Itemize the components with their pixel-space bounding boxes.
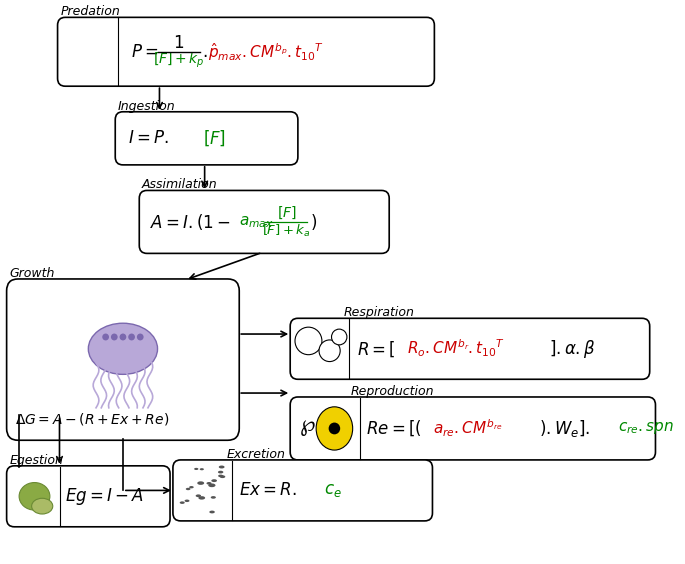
Text: $)$: $)$ [310, 212, 317, 232]
Ellipse shape [212, 479, 217, 482]
Circle shape [111, 333, 118, 341]
Ellipse shape [189, 486, 194, 488]
Text: $[F]+k_{a}$: $[F]+k_{a}$ [262, 223, 311, 239]
Text: Predation: Predation [60, 5, 120, 19]
Ellipse shape [179, 501, 185, 504]
Ellipse shape [186, 488, 190, 490]
Ellipse shape [32, 498, 53, 514]
Text: $P = $: $P = $ [131, 43, 158, 61]
Text: $a_{max}$: $a_{max}$ [239, 214, 274, 230]
Text: $A = I.(1-$: $A = I.(1-$ [150, 212, 230, 232]
Ellipse shape [211, 496, 216, 499]
Ellipse shape [316, 407, 353, 450]
Ellipse shape [206, 482, 212, 484]
Text: $\Delta G = A-(R+Ex+Re)$: $\Delta G = A-(R+Ex+Re)$ [15, 412, 169, 428]
FancyBboxPatch shape [115, 112, 298, 165]
Text: $\wp$: $\wp$ [299, 418, 316, 438]
Text: $Ex = R.$: $Ex = R.$ [239, 482, 297, 499]
Circle shape [295, 327, 322, 355]
Text: Growth: Growth [10, 267, 55, 280]
Ellipse shape [199, 496, 205, 500]
Text: Excretion: Excretion [227, 448, 286, 461]
Text: Egestion: Egestion [10, 454, 64, 467]
FancyBboxPatch shape [7, 279, 239, 440]
Circle shape [128, 333, 135, 341]
Circle shape [102, 333, 109, 341]
Text: $I = P.$: $I = P.$ [127, 129, 169, 147]
Text: $Eg = I-A$: $Eg = I-A$ [65, 486, 145, 507]
FancyBboxPatch shape [290, 397, 656, 460]
Circle shape [332, 329, 347, 345]
Circle shape [319, 340, 340, 362]
Ellipse shape [220, 475, 225, 478]
Text: Reproduction: Reproduction [351, 385, 434, 398]
Circle shape [137, 333, 144, 341]
Ellipse shape [208, 483, 216, 487]
Text: $.$: $.$ [202, 43, 208, 61]
Text: $[F]$: $[F]$ [203, 129, 225, 148]
Circle shape [120, 333, 126, 341]
Text: Ingestion: Ingestion [118, 100, 176, 113]
Text: $a_{re}.CM^{b_{re}}$: $a_{re}.CM^{b_{re}}$ [434, 418, 503, 439]
FancyBboxPatch shape [290, 318, 649, 379]
Text: $R = [$: $R = [$ [356, 339, 395, 359]
Ellipse shape [196, 495, 201, 497]
Circle shape [329, 422, 340, 434]
FancyBboxPatch shape [58, 17, 434, 86]
Text: Assimilation: Assimilation [142, 178, 218, 191]
Ellipse shape [184, 500, 190, 502]
Ellipse shape [218, 471, 223, 474]
Text: $c_{e}$: $c_{e}$ [324, 482, 342, 499]
Ellipse shape [194, 468, 199, 470]
FancyBboxPatch shape [7, 466, 170, 527]
Text: $c_{re}.spn$: $c_{re}.spn$ [618, 420, 674, 437]
Text: Respiration: Respiration [344, 306, 415, 319]
Ellipse shape [210, 510, 215, 513]
Ellipse shape [200, 468, 204, 470]
Ellipse shape [197, 481, 204, 485]
Text: $[F]+k_{p}$: $[F]+k_{p}$ [153, 51, 204, 70]
FancyBboxPatch shape [173, 460, 432, 521]
Ellipse shape [19, 483, 50, 510]
Text: $1$: $1$ [173, 34, 184, 52]
Ellipse shape [218, 474, 223, 477]
Text: $[F]$: $[F]$ [277, 205, 296, 221]
Text: $R_{o}.CM^{b_{r}}.t_{10}{}^{T}$: $R_{o}.CM^{b_{r}}.t_{10}{}^{T}$ [406, 338, 505, 359]
Ellipse shape [219, 465, 225, 469]
Text: $Re = [($: $Re = [($ [366, 418, 422, 438]
Ellipse shape [88, 323, 158, 374]
Text: $).W_{e}].$: $).W_{e}].$ [539, 418, 590, 439]
FancyBboxPatch shape [139, 191, 389, 253]
Text: $].\alpha.\beta$: $].\alpha.\beta$ [549, 338, 595, 360]
Text: $\hat{p}_{max}.CM^{b_{p}}.t_{10}{}^{T}$: $\hat{p}_{max}.CM^{b_{p}}.t_{10}{}^{T}$ [208, 41, 324, 63]
